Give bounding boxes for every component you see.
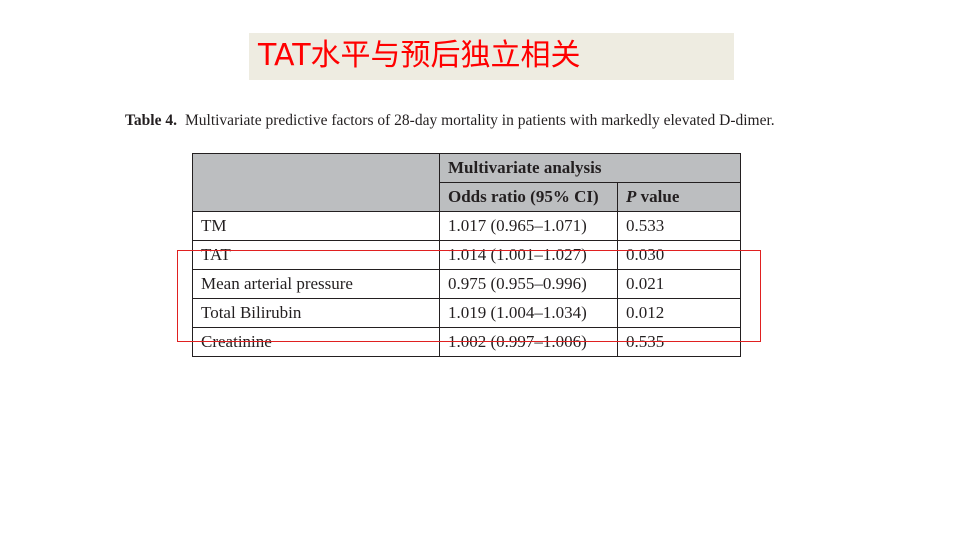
header-p-cell: P value (617, 182, 741, 212)
header-p-italic: P (626, 187, 637, 206)
caption-label: Table 4. (125, 112, 177, 129)
header-factor-cell (192, 153, 440, 212)
factor-cell: TM (192, 211, 440, 241)
factor-cell: Creatinine (192, 327, 440, 357)
factor-cell: Total Bilirubin (192, 298, 440, 328)
table-caption: Table 4. Multivariate predictive factors … (125, 112, 885, 130)
header-group-cell: Multivariate analysis (439, 153, 741, 183)
or-cell: 1.017 (0.965–1.071) (439, 211, 618, 241)
header-or-cell: Odds ratio (95% CI) (439, 182, 618, 212)
header-p-rest: value (636, 187, 680, 206)
p-cell: 0.012 (617, 298, 741, 328)
table-row: TAT 1.014 (1.001–1.027) 0.030 (192, 240, 741, 270)
header-row-columns: Odds ratio (95% CI) P value (193, 182, 741, 212)
factor-cell: Mean arterial pressure (192, 269, 440, 299)
or-cell: 0.975 (0.955–0.996) (439, 269, 618, 299)
p-cell: 0.533 (617, 211, 741, 241)
highlight-box (177, 250, 761, 342)
table-row: TM 1.017 (0.965–1.071) 0.533 (192, 211, 741, 241)
caption-text: Multivariate predictive factors of 28-da… (184, 112, 775, 129)
header-row-group: Multivariate analysis (192, 153, 741, 212)
slide-title: TAT水平与预后独立相关 (249, 33, 734, 80)
slide-title-text: TAT水平与预后独立相关 (258, 38, 581, 73)
table-row: Total Bilirubin 1.019 (1.004–1.034) 0.01… (192, 298, 741, 328)
